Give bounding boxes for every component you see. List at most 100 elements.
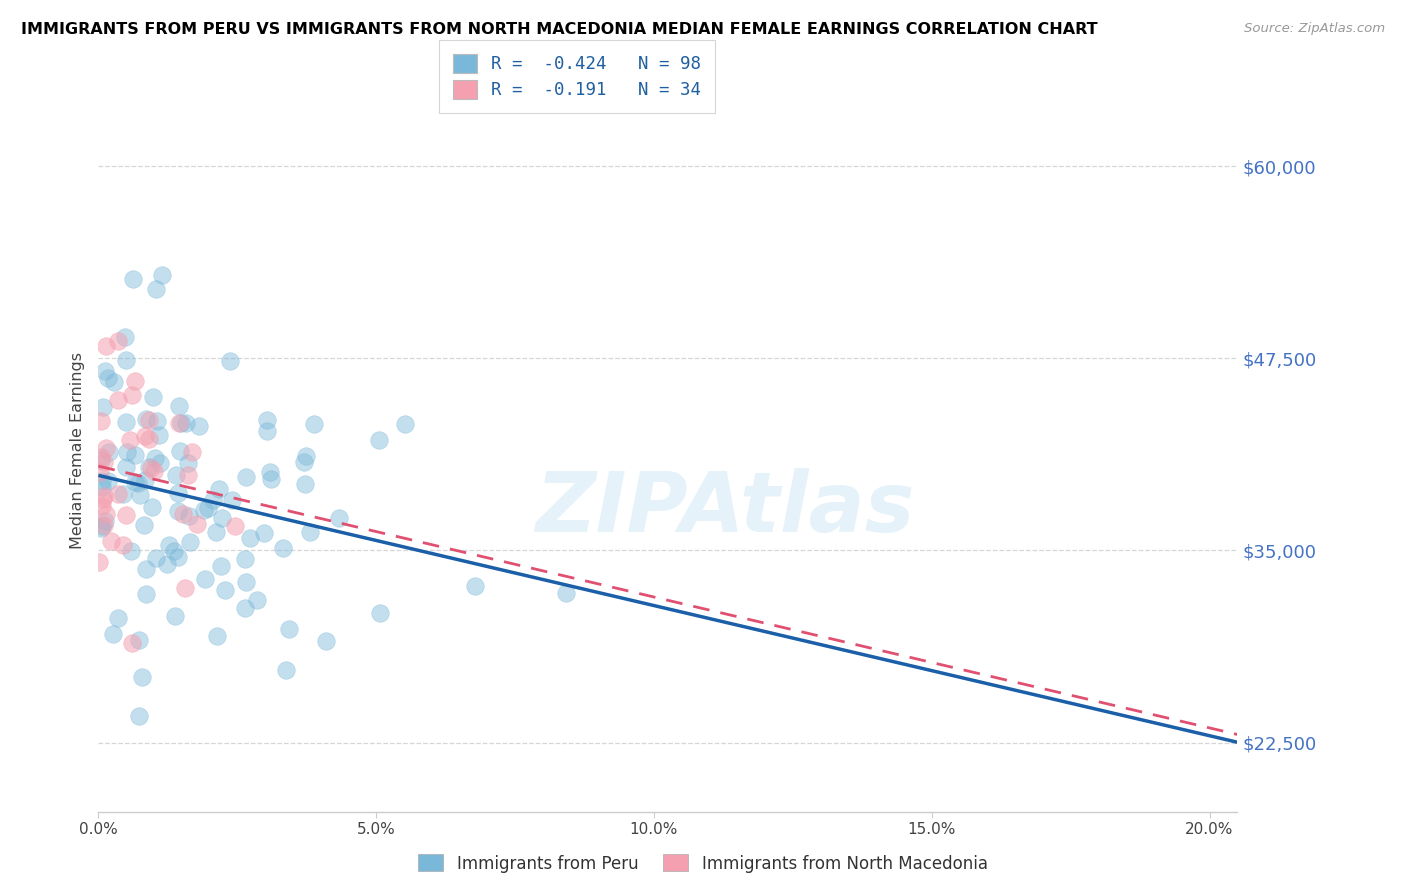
Point (554, 586, 576, 600)
Legend: Immigrants from Peru, Immigrants from North Macedonia: Immigrants from Peru, Immigrants from No… (412, 847, 994, 880)
Point (239, 531, 262, 545)
Point (134, 429, 156, 443)
Point (150, 268, 173, 282)
Point (91, 401, 114, 415)
Point (211, 511, 233, 525)
Point (145, 451, 167, 466)
Point (100, 534, 122, 549)
Point (97, 371, 120, 385)
Point (209, 559, 232, 574)
Point (218, 354, 240, 368)
Point (111, 538, 134, 552)
Point (94, 364, 117, 378)
Point (96, 441, 118, 455)
Point (368, 606, 391, 620)
Point (124, 448, 146, 462)
Text: Source: ZipAtlas.com: Source: ZipAtlas.com (1244, 22, 1385, 36)
Point (90, 453, 112, 467)
Text: ZIPAtlas: ZIPAtlas (536, 467, 914, 549)
Point (135, 562, 157, 576)
Point (172, 508, 194, 522)
Point (124, 374, 146, 388)
Point (97, 445, 120, 459)
Point (294, 477, 316, 491)
Point (121, 388, 143, 402)
Point (143, 464, 166, 478)
Point (464, 578, 486, 592)
Point (177, 456, 200, 470)
Point (114, 415, 136, 429)
Point (148, 456, 170, 470)
Point (138, 413, 160, 427)
Point (177, 509, 200, 524)
Point (173, 581, 195, 595)
Point (157, 538, 180, 552)
Point (94, 339, 117, 353)
Point (107, 393, 129, 408)
Point (235, 470, 257, 484)
Point (208, 482, 231, 496)
Point (193, 503, 215, 517)
Point (134, 473, 156, 487)
Point (235, 575, 257, 590)
Point (146, 414, 169, 428)
Point (233, 600, 256, 615)
Point (176, 416, 198, 430)
Point (90, 414, 112, 428)
Point (145, 283, 167, 297)
Point (205, 524, 228, 539)
Point (128, 488, 150, 502)
Point (205, 629, 228, 643)
Point (368, 434, 391, 448)
Point (138, 459, 160, 474)
Point (274, 663, 297, 677)
Point (233, 552, 256, 566)
Point (167, 486, 190, 500)
Point (170, 416, 193, 430)
Point (145, 551, 167, 566)
Point (256, 424, 278, 438)
Point (142, 390, 165, 404)
Point (328, 511, 350, 525)
Point (165, 467, 187, 482)
Point (139, 461, 162, 475)
Y-axis label: Median Female Earnings: Median Female Earnings (69, 352, 84, 549)
Point (120, 544, 142, 558)
Point (177, 467, 200, 482)
Point (91, 492, 114, 507)
Point (259, 465, 281, 479)
Point (186, 517, 208, 532)
Point (179, 534, 201, 549)
Point (163, 609, 186, 624)
Point (93, 455, 115, 469)
Point (221, 492, 243, 507)
Point (124, 475, 146, 490)
Point (111, 486, 134, 500)
Point (278, 623, 301, 637)
Point (121, 635, 143, 649)
Point (96, 507, 118, 521)
Point (101, 626, 124, 640)
Point (135, 412, 157, 426)
Legend: R =  -0.424   N = 98, R =  -0.191   N = 34: R = -0.424 N = 98, R = -0.191 N = 34 (439, 40, 714, 113)
Point (138, 432, 160, 446)
Point (131, 670, 153, 684)
Point (224, 519, 246, 533)
Point (128, 709, 150, 723)
Point (202, 492, 225, 507)
Point (271, 541, 294, 556)
Point (90, 479, 112, 493)
Point (292, 455, 315, 469)
Point (167, 549, 190, 564)
Point (114, 329, 136, 343)
Point (107, 486, 129, 500)
Point (180, 444, 202, 458)
Point (315, 633, 337, 648)
Point (93, 518, 115, 533)
Point (260, 472, 283, 486)
Point (256, 413, 278, 427)
Point (93, 514, 115, 528)
Point (89, 556, 111, 570)
Point (156, 557, 179, 571)
Point (115, 445, 138, 459)
